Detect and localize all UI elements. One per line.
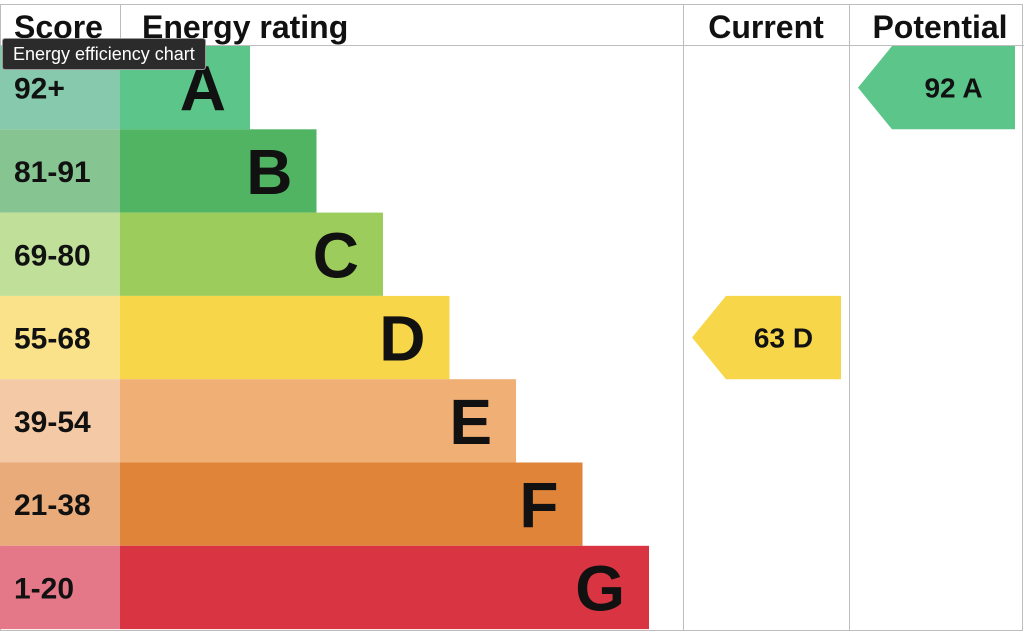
band-bar-f	[120, 462, 583, 546]
header-potential: Potential	[872, 9, 1007, 45]
score-cell-d	[0, 295, 120, 380]
score-range-e: 39-54	[14, 406, 91, 439]
current-rating-label: 63 D	[754, 323, 813, 354]
score-range-d: 55-68	[14, 323, 91, 356]
score-range-a: 92+	[14, 73, 65, 106]
score-range-f: 21-38	[14, 489, 91, 522]
score-cell-f	[0, 462, 120, 546]
band-letter-b: B	[246, 136, 292, 208]
score-cell-g	[0, 545, 120, 630]
band-letter-f: F	[519, 469, 558, 541]
band-letter-g: G	[575, 552, 625, 624]
score-cell-b	[0, 129, 120, 213]
band-letter-c: C	[313, 219, 359, 291]
score-cell-e	[0, 379, 120, 463]
current-arrow	[692, 295, 841, 380]
band-bar-d	[120, 295, 450, 380]
rating-bands: 92+ A81-91 B69-80 C55-68 D39-54 E21-38 F1-20 G	[0, 46, 649, 630]
band-letter-e: E	[449, 386, 492, 458]
band-bar-c	[120, 212, 383, 296]
score-cell-c	[0, 212, 120, 296]
score-range-b: 81-91	[14, 156, 91, 189]
rating-arrows: 63 D 92 A	[692, 46, 1015, 380]
header-current: Current	[708, 9, 824, 45]
score-range-c: 69-80	[14, 239, 91, 272]
band-letter-d: D	[379, 303, 425, 375]
band-bar-e	[120, 379, 516, 463]
chart-tooltip: Energy efficiency chart	[2, 38, 206, 70]
potential-rating-label: 92 A	[924, 73, 982, 104]
score-range-g: 1-20	[14, 572, 74, 605]
potential-arrow	[858, 46, 1015, 130]
band-bar-b	[120, 129, 317, 213]
band-bar-g	[120, 545, 649, 630]
